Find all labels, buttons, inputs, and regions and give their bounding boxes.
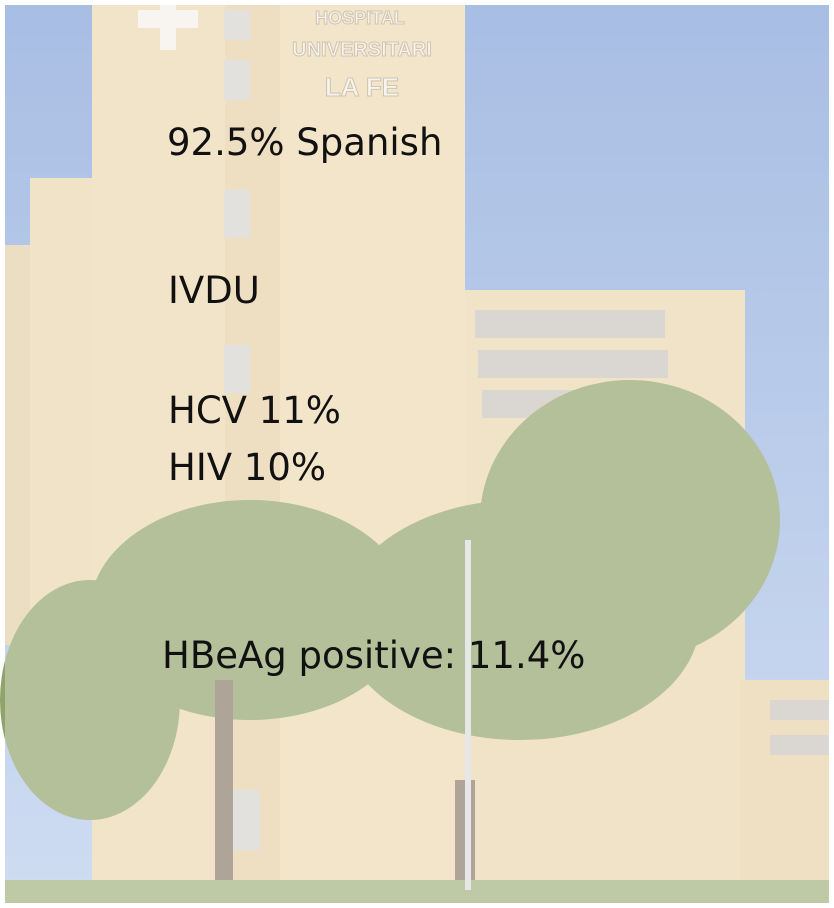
bullet-text: HCV 11% xyxy=(168,389,341,432)
bullet-text: HBeAg positive: 11.4% xyxy=(162,634,585,677)
bullet-text: 92.5% Spanish xyxy=(167,121,442,164)
slide: HOSPITAL UNIVERSITARI LA FE 92.5% Spanis… xyxy=(0,0,834,908)
bullet-text: HIV 10% xyxy=(168,446,326,489)
bullet-text: IVDU xyxy=(168,269,260,312)
